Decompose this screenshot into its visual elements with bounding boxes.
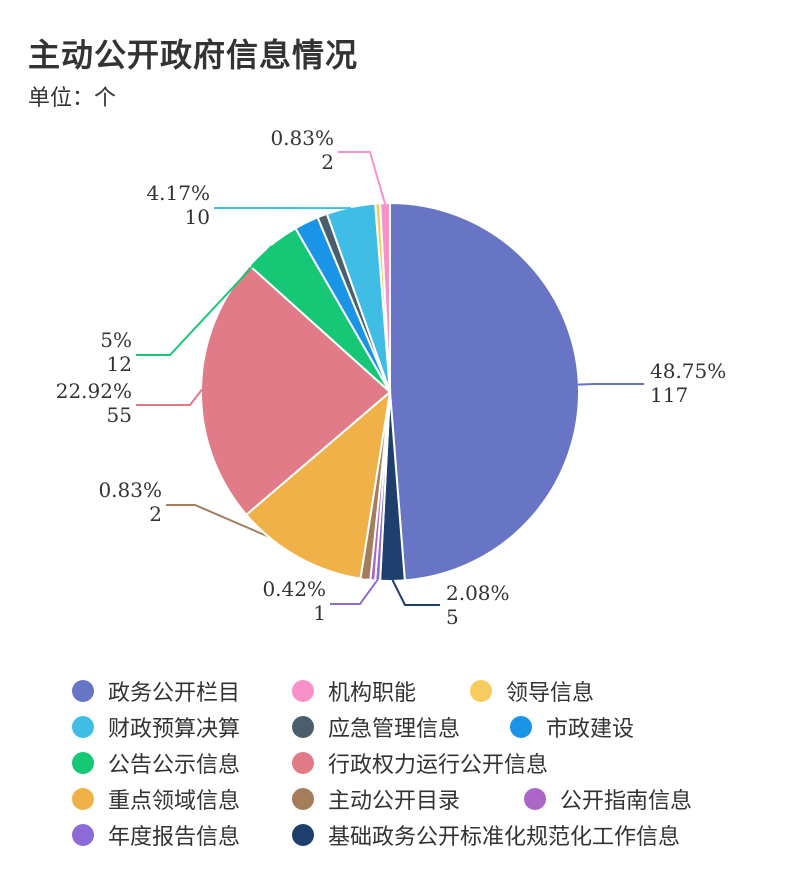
legend-label: 主动公开目录 (328, 789, 461, 814)
legend-item[interactable]: 政务公开栏目 (72, 675, 240, 707)
legend-label: 财政预算决算 (108, 717, 241, 742)
legend-marker-icon (524, 788, 546, 810)
legend-label: 应急管理信息 (328, 717, 461, 742)
chart-title: 主动公开政府信息情况 (28, 36, 359, 74)
value-label: 2 (149, 502, 162, 526)
leader-line (391, 579, 440, 606)
legend-item[interactable]: 应急管理信息 (292, 711, 460, 743)
value-label: 5 (446, 605, 459, 629)
leader-line (136, 388, 203, 406)
legend-marker-icon (292, 824, 314, 846)
value-label: 1 (313, 601, 326, 625)
percent-label: 48.75% (650, 359, 726, 383)
legend-item[interactable]: 年度报告信息 (72, 819, 240, 851)
legend-label: 政务公开栏目 (108, 681, 241, 706)
percent-label: 22.92% (56, 379, 132, 403)
legend-label: 公告公示信息 (108, 753, 241, 778)
percent-label: 5% (100, 328, 132, 352)
legend-marker-icon (292, 716, 314, 738)
leader-line (136, 245, 273, 356)
legend-item[interactable]: 基础政务公开标准化规范化工作信息 (292, 819, 680, 851)
percent-label: 4.17% (146, 181, 210, 205)
legend-marker-icon (72, 824, 94, 846)
unit-label: 单位：个 (28, 86, 117, 111)
legend-label: 领导信息 (506, 681, 595, 706)
legend-item[interactable]: 重点领域信息 (72, 783, 240, 815)
percent-label: 0.42% (262, 577, 326, 601)
leader-line (338, 151, 387, 205)
legend-item[interactable]: 公告公示信息 (72, 747, 240, 779)
legend-item[interactable]: 机构职能 (292, 675, 416, 707)
legend-marker-icon (292, 788, 314, 810)
legend-label: 公开指南信息 (560, 789, 693, 814)
legend-marker-icon (292, 752, 314, 774)
pie-slice (244, 389, 392, 580)
legend-item[interactable]: 市政建设 (510, 711, 634, 743)
legend-marker-icon (72, 716, 94, 738)
legend-item[interactable]: 行政权力运行公开信息 (292, 747, 548, 779)
value-label: 10 (185, 205, 210, 229)
percent-label: 0.83% (270, 126, 334, 150)
legend-label: 基础政务公开标准化规范化工作信息 (328, 825, 681, 850)
legend-label: 行政权力运行公开信息 (328, 753, 549, 778)
legend-marker-icon (470, 680, 492, 702)
legend-marker-icon (292, 680, 314, 702)
legend-marker-icon (72, 680, 94, 702)
legend-label: 重点领域信息 (108, 789, 241, 814)
leader-line (330, 579, 379, 605)
value-label: 55 (107, 403, 132, 427)
percent-label: 0.83% (98, 478, 162, 502)
legend-label: 市政建设 (546, 717, 635, 742)
legend-label: 机构职能 (328, 681, 417, 706)
leader-line (577, 383, 644, 386)
legend-item[interactable]: 主动公开目录 (292, 783, 460, 815)
legend-item[interactable]: 领导信息 (470, 675, 594, 707)
percent-label: 2.08% (446, 581, 510, 605)
legend-item[interactable]: 公开指南信息 (524, 783, 692, 815)
value-label: 12 (107, 352, 132, 376)
pie-slice (389, 201, 580, 582)
legend-label: 年度报告信息 (108, 825, 241, 850)
legend-marker-icon (510, 716, 532, 738)
legend-marker-icon (72, 752, 94, 774)
legend-marker-icon (72, 788, 94, 810)
value-label: 2 (321, 150, 334, 174)
value-label: 117 (650, 383, 688, 407)
legend-item[interactable]: 财政预算决算 (72, 711, 240, 743)
